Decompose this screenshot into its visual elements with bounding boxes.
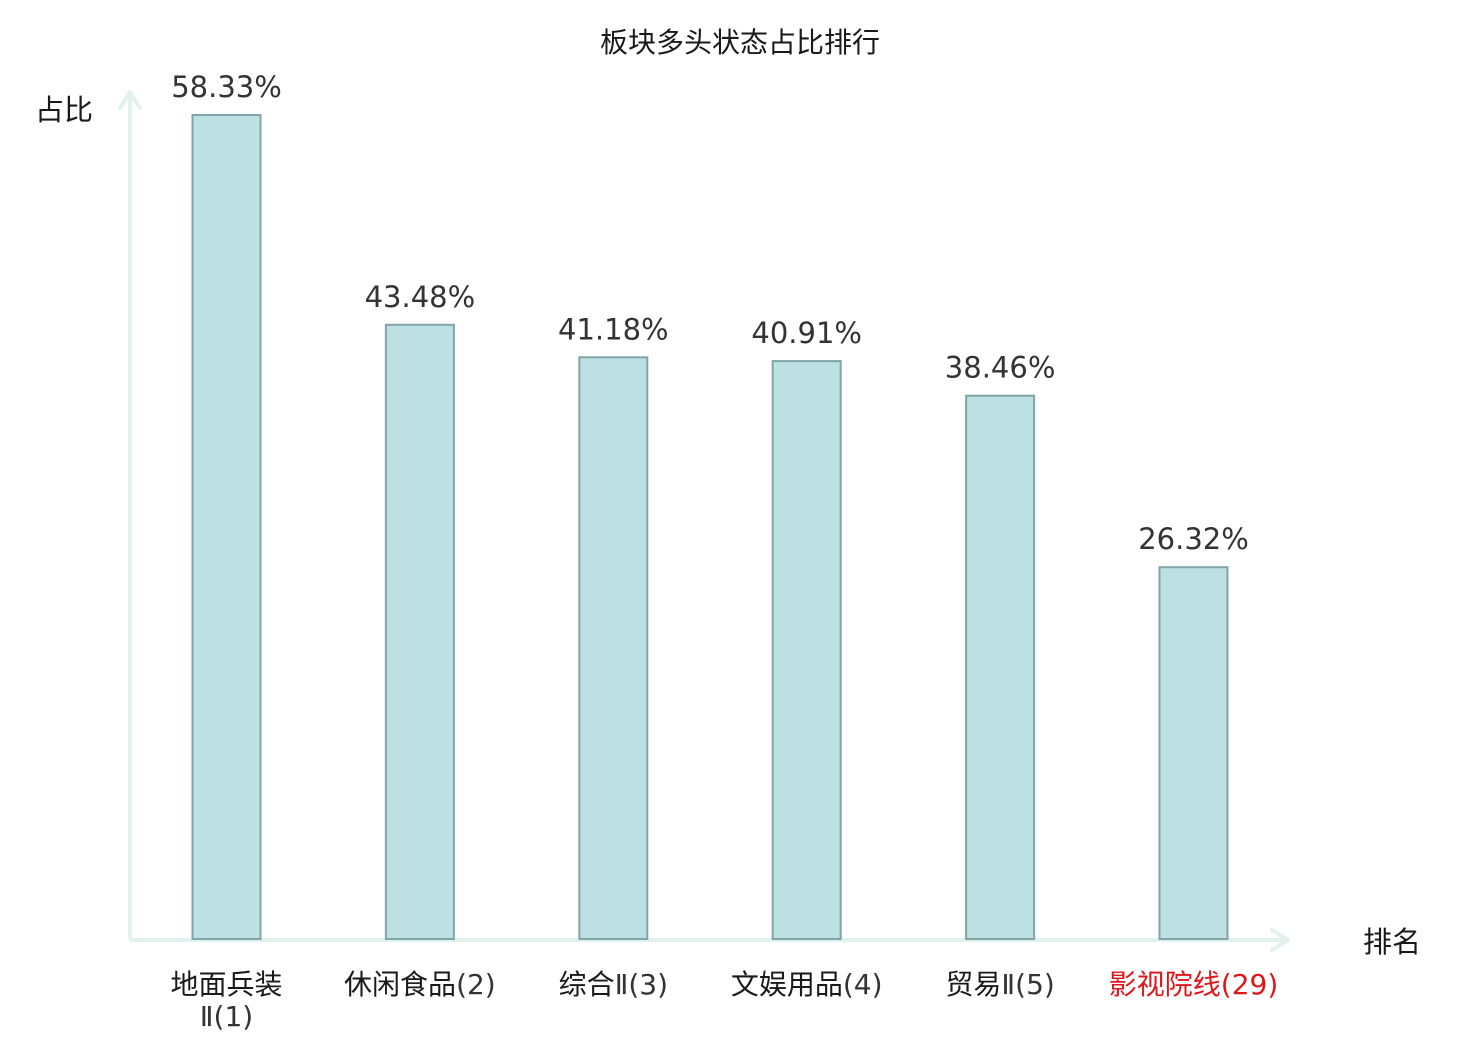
category-name-label: 贸易 [945, 968, 1001, 1001]
bar [578, 356, 649, 940]
x-axis-arrow-icon [1270, 928, 1290, 952]
y-axis-arrow-icon [118, 90, 142, 110]
bar [965, 394, 1036, 940]
category-name-label: 地面兵装 [170, 968, 282, 1001]
category-name-label: 文娱用品 [731, 968, 843, 1001]
bar-value-label: 38.46% [945, 351, 1056, 385]
category-rank-label: Ⅱ(3) [615, 968, 668, 1001]
bar [384, 323, 455, 940]
category-label: 综合Ⅱ(3) [559, 968, 668, 1001]
category-rank-label: Ⅱ(1) [200, 1000, 253, 1033]
value-label-group: 58.33% 43.48% 41.18% 40.91% 38.46% 26.32% [171, 70, 1249, 556]
category-label: 文娱用品(4) [731, 968, 883, 1001]
category-name-label: 综合 [559, 968, 615, 1001]
category-rank-label: (29) [1221, 968, 1278, 1001]
category-rank-label: (2) [456, 968, 496, 1001]
bar-value-label: 43.48% [365, 280, 476, 314]
category-rank-label: Ⅱ(5) [1001, 968, 1054, 1001]
category-label: 休闲食品(2) [344, 968, 496, 1001]
category-name-label: 影视院线 [1109, 968, 1221, 1001]
category-name-label: 休闲食品 [344, 968, 456, 1001]
bar-value-label: 40.91% [751, 316, 862, 350]
y-axis-label: 占比 [35, 93, 93, 127]
bar-value-label: 41.18% [558, 312, 669, 346]
bar-value-label: 58.33% [171, 70, 282, 104]
bar [191, 114, 262, 940]
chart-title: 板块多头状态占比排行 [600, 26, 880, 59]
category-label: 贸易Ⅱ(5) [945, 968, 1054, 1001]
category-label: 影视院线(29) [1109, 968, 1279, 1001]
category-rank-label: (4) [843, 968, 883, 1001]
bar-value-label: 26.32% [1138, 522, 1249, 556]
bar [771, 360, 842, 941]
bar [1158, 566, 1229, 940]
bar-group [191, 114, 1229, 941]
x-axis-label: 排名 [1363, 925, 1421, 959]
